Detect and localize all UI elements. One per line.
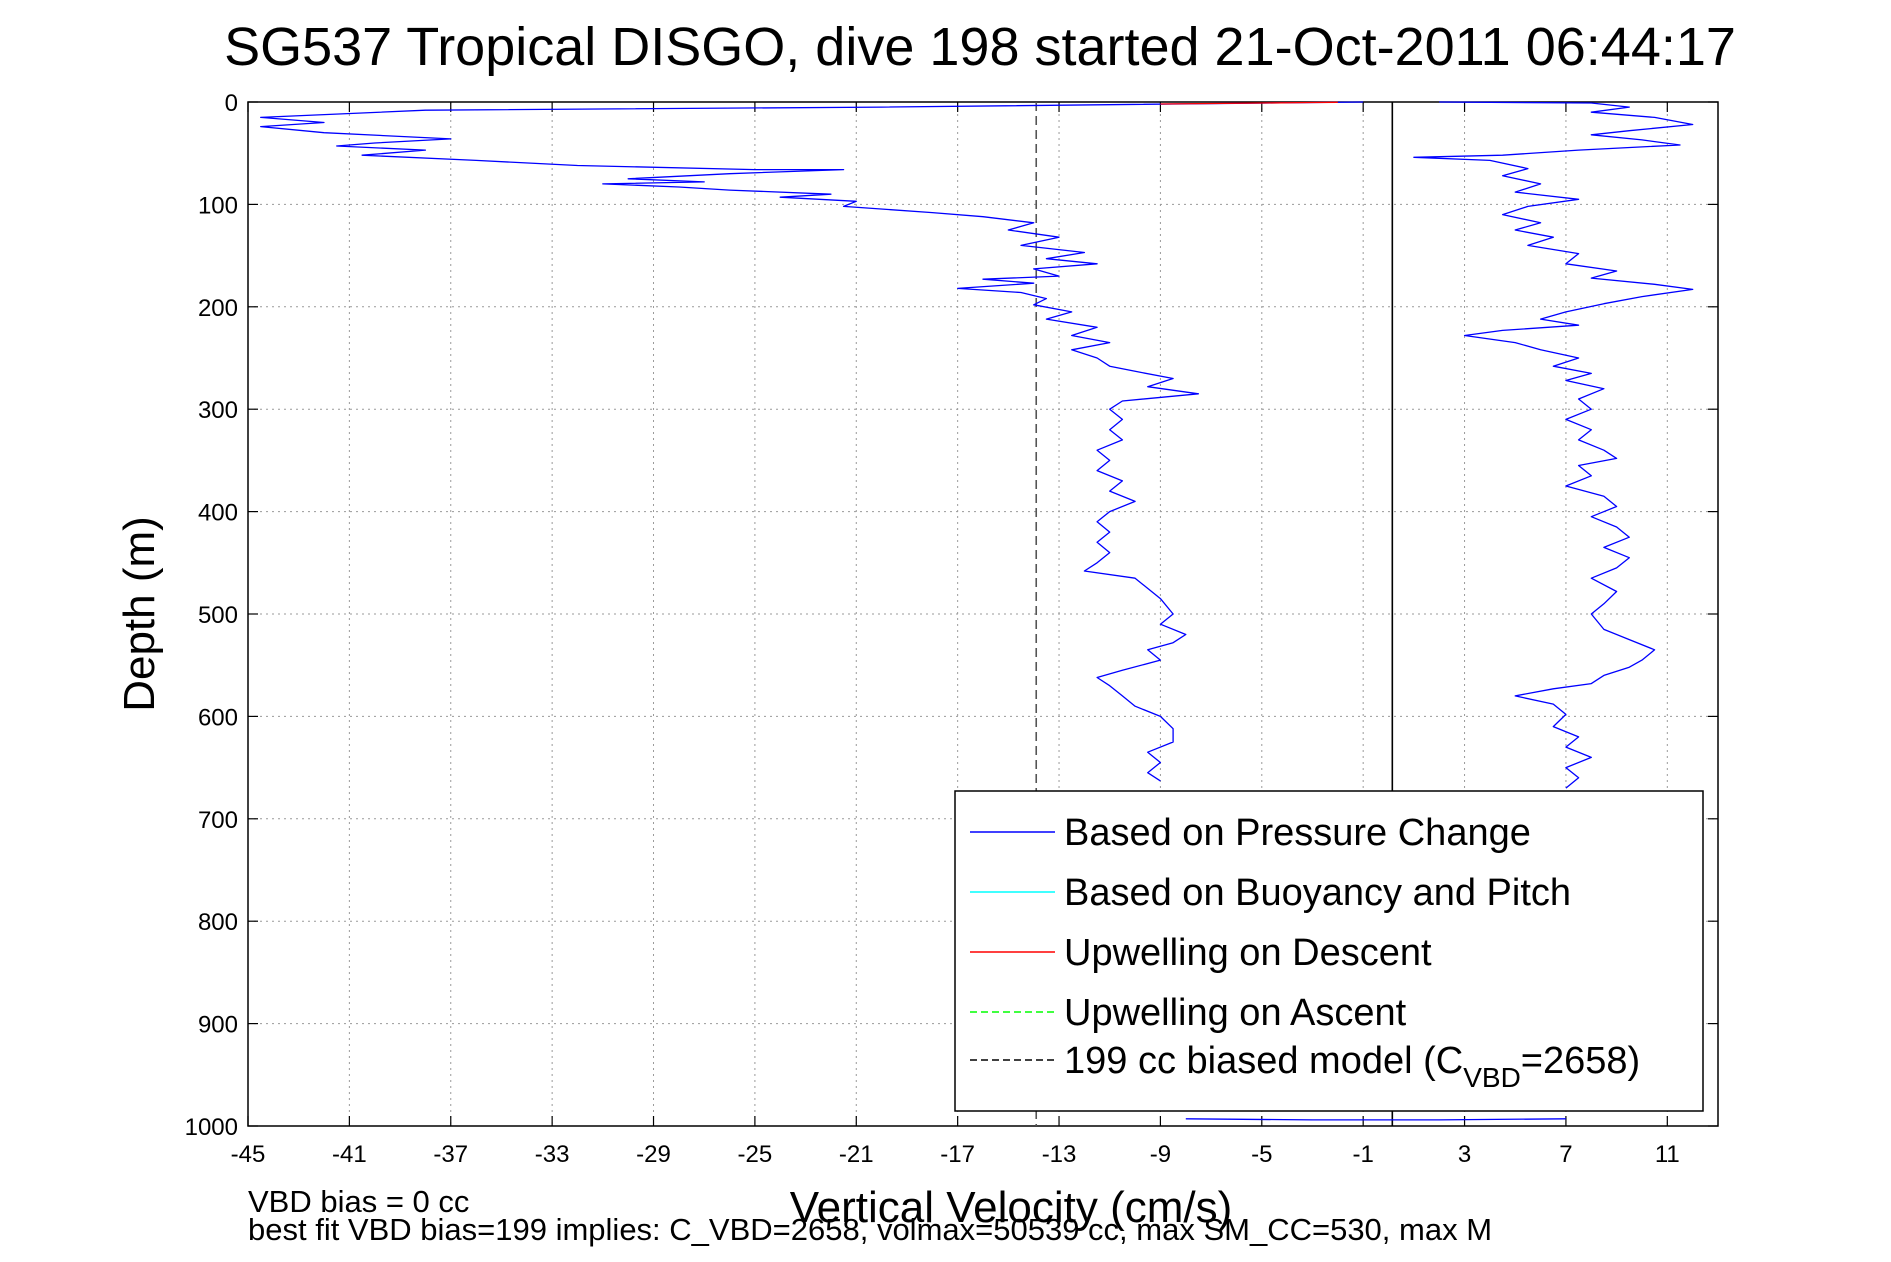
x-tick-label: 11 <box>1655 1141 1680 1168</box>
x-axis: -45 -41 -37 -33 -29 -25 -21 -17 -13 -9 -5 -1 3 7 11 <box>231 102 1680 1168</box>
y-tick-label: 1000 <box>185 1114 238 1141</box>
y-tick-label: 500 <box>198 602 238 629</box>
x-tick-label: -25 <box>738 1141 773 1168</box>
x-tick-label: 3 <box>1458 1141 1471 1168</box>
legend-label-subscript: VBD <box>1463 1062 1521 1093</box>
series-line <box>260 101 1364 782</box>
series-line <box>1160 101 1338 105</box>
y-axis-label: Depth (m) <box>115 516 164 712</box>
series-line <box>1185 1118 1566 1121</box>
x-tick-label: -17 <box>940 1141 975 1168</box>
legend-label: Based on Pressure Change <box>1064 812 1531 854</box>
y-tick-label: 300 <box>198 397 238 424</box>
legend-label-suffix: =2658) <box>1521 1040 1640 1082</box>
vbd-bias-note: VBD bias = 0 cc <box>248 1184 470 1219</box>
y-tick-label: 800 <box>198 909 238 936</box>
best-fit-note: best fit VBD bias=199 implies: C_VBD=265… <box>248 1212 1493 1247</box>
x-tick-label: -5 <box>1251 1141 1272 1168</box>
legend-label: Upwelling on Ascent <box>1064 992 1407 1034</box>
x-tick-label: -9 <box>1150 1141 1171 1168</box>
x-tick-label: -37 <box>433 1141 468 1168</box>
y-tick-label: 700 <box>198 807 238 834</box>
legend-label: Based on Buoyancy and Pitch <box>1064 872 1571 914</box>
y-tick-label: 400 <box>198 500 238 527</box>
x-tick-label: -41 <box>332 1141 367 1168</box>
chart-title: SG537 Tropical DISGO, dive 198 started 2… <box>224 17 1736 77</box>
y-tick-label: 100 <box>198 192 238 219</box>
x-tick-label: 7 <box>1559 1141 1572 1168</box>
x-tick-label: -33 <box>535 1141 570 1168</box>
x-tick-label: -1 <box>1353 1141 1374 1168</box>
y-tick-label: 600 <box>198 704 238 731</box>
x-tick-label: -29 <box>636 1141 671 1168</box>
x-tick-label: -21 <box>839 1141 874 1168</box>
legend-box <box>954 790 1704 1112</box>
series-group <box>260 101 1694 1121</box>
y-axis: 0 100 200 300 400 500 600 700 800 900 1000 <box>185 90 1718 1141</box>
legend: Based on Pressure Change Based on Buoyanc… <box>954 790 1704 1112</box>
y-tick-label: 900 <box>198 1012 238 1039</box>
x-axis-label: Vertical Velocity (cm/s) <box>790 1183 1233 1232</box>
legend-label: Upwelling on Descent <box>1064 932 1432 974</box>
y-tick-label: 200 <box>198 295 238 322</box>
series-line <box>1413 101 1694 789</box>
x-tick-label: -13 <box>1042 1141 1077 1168</box>
x-tick-label: -45 <box>231 1141 266 1168</box>
y-tick-label: 0 <box>225 90 238 117</box>
